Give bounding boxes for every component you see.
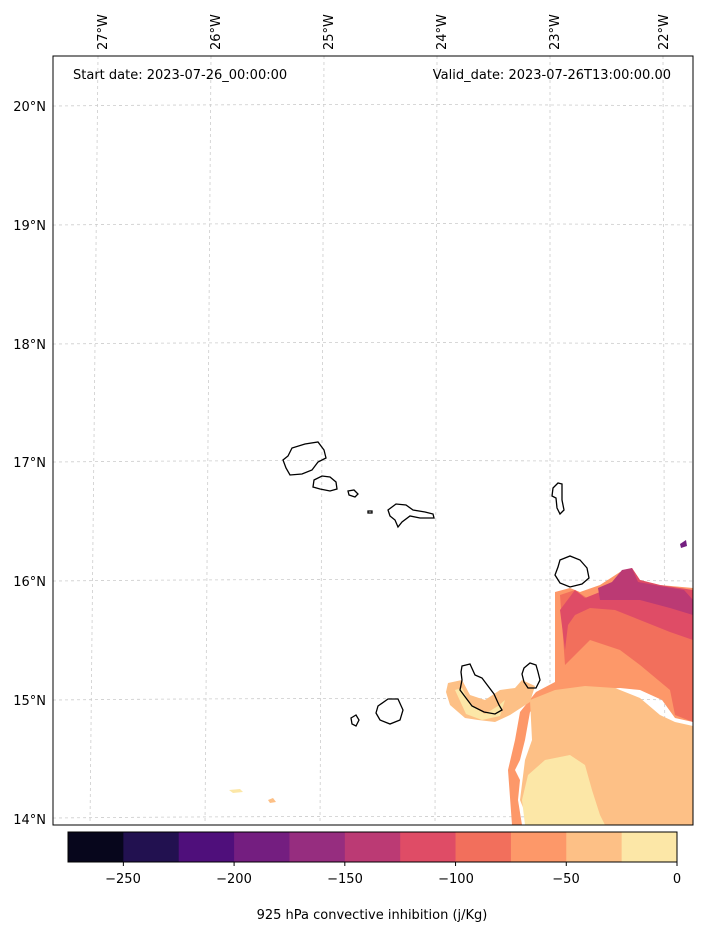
colorbar-tick-label: −50 (552, 872, 579, 887)
cin-speck-west (229, 789, 243, 793)
valid-date-label: Valid_date: 2023-07-26T13:00:00.00 (433, 68, 671, 83)
colorbar-tick-label: −100 (438, 872, 474, 887)
lat-tick-labels: 20°N 19°N 18°N 17°N 16°N 15°N 14°N (13, 100, 46, 828)
island-sal (551, 482, 565, 516)
colorbar-swatch (344, 832, 401, 862)
colorbar-swatch (234, 832, 290, 862)
island-santa-luzia (347, 489, 359, 498)
colorbar-tick-label: −200 (216, 872, 252, 887)
map-frame (52, 55, 694, 826)
colorbar-swatch (289, 832, 346, 862)
island-maio (521, 662, 541, 689)
cin-speck-west-2 (268, 798, 276, 803)
colorbar (67, 831, 678, 866)
lat-tick-label: 19°N (13, 219, 46, 234)
lon-tick-label: 24°W (435, 14, 450, 50)
cin-contour-minus-25-0 (522, 755, 605, 825)
island-santiago (459, 663, 503, 715)
colorbar-tick-label: −150 (327, 872, 363, 887)
island-ilheu (367, 510, 373, 514)
coastlines (282, 441, 590, 727)
colorbar-swatch (510, 832, 567, 862)
colorbar-swatch (178, 832, 235, 862)
lat-tick-label: 16°N (13, 575, 46, 590)
lon-tick-label: 22°W (657, 14, 672, 50)
lon-tick-label: 23°W (548, 14, 563, 50)
colorbar-swatch (123, 832, 180, 862)
island-brava (350, 714, 360, 727)
lon-tick-label: 27°W (96, 14, 111, 50)
colorbar-swatch (566, 832, 623, 862)
gridlines (52, 55, 694, 825)
colorbar-swatch (621, 832, 678, 862)
island-sao-vicente (312, 475, 338, 492)
colorbar-ticks: −250 −200 −150 −100 −50 0 (105, 872, 681, 887)
colorbar-label: 925 hPa convective inhibition (j/Kg) (257, 908, 488, 923)
lon-tick-labels: 27°W 26°W 25°W 24°W 23°W 22°W (96, 14, 672, 50)
colorbar-tick-label: −250 (105, 872, 141, 887)
start-date-label: Start date: 2023-07-26_00:00:00 (73, 68, 287, 83)
cin-field (229, 540, 693, 825)
lon-tick-label: 25°W (322, 14, 337, 50)
colorbar-frame (67, 831, 678, 863)
colorbar-swatch (400, 832, 457, 862)
island-fogo (375, 698, 404, 725)
cin-contour-minus-150-125 (598, 568, 693, 615)
lat-tick-label: 14°N (13, 813, 46, 828)
lon-tick-label: 26°W (209, 14, 224, 50)
colorbar-swatch (455, 832, 512, 862)
cin-patch-coast-light (455, 688, 505, 720)
lat-tick-label: 20°N (13, 100, 46, 115)
island-sao-nicolau (387, 503, 435, 529)
colorbar-swatch (68, 832, 124, 862)
colorbar-tick-label: 0 (673, 872, 681, 887)
lat-tick-label: 18°N (13, 338, 46, 353)
lat-tick-label: 17°N (13, 456, 46, 471)
lat-tick-label: 15°N (13, 694, 46, 709)
island-boa-vista (554, 555, 590, 588)
island-santo-antao (282, 441, 327, 476)
cin-speck-east (680, 540, 687, 548)
